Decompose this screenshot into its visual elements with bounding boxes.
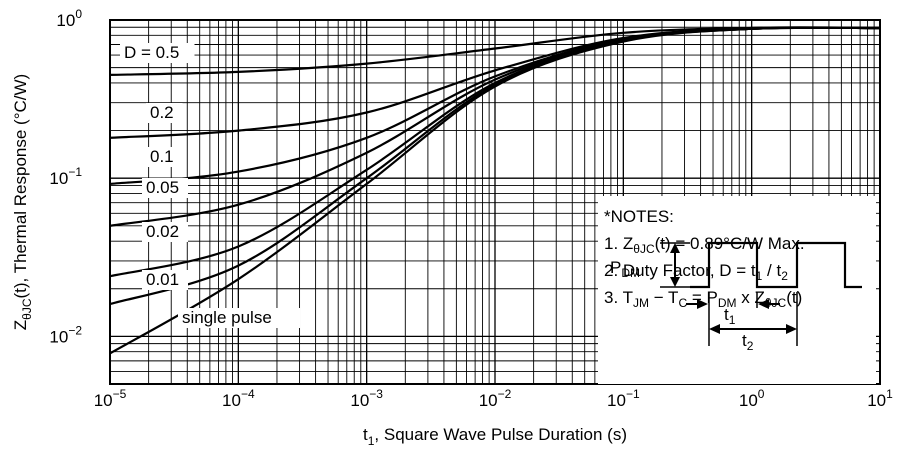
series-label-bg	[178, 308, 300, 328]
t2-arrow-left-head	[709, 324, 720, 334]
series-label: 0.05	[146, 178, 179, 197]
t2-label: t2	[742, 331, 754, 353]
y-tick-label: 100	[56, 7, 82, 30]
series-label-bg	[142, 222, 188, 242]
notes-background	[598, 196, 876, 384]
series-label: 0.02	[146, 222, 179, 241]
series-label: 0.01	[146, 270, 179, 289]
series-line-6	[109, 26, 881, 355]
y-tick-labels: 10−2 10−1 100	[49, 7, 82, 346]
pdm-arrow-up	[670, 243, 680, 253]
x-tick-label: 10−5	[94, 387, 127, 410]
series-label-bg	[120, 43, 195, 63]
series-label: single pulse	[182, 308, 272, 327]
plot-frame	[109, 19, 881, 385]
pulse-waveform	[690, 241, 862, 289]
notes-title: *NOTES:	[604, 207, 674, 226]
series-label-bg	[146, 147, 183, 167]
series-label-bg	[142, 178, 188, 198]
x-tick-label: 10−4	[222, 387, 255, 410]
x-tick-label: 10−3	[350, 387, 383, 410]
notes-box: *NOTES: 1. ZθJC(t) = 0.89°C/W Max. 2. Du…	[598, 196, 876, 384]
note-2: 2. Duty Factor, D = t1 / t2	[604, 261, 788, 283]
series-label: D = 0.5	[124, 43, 179, 62]
t1-label: t1	[724, 305, 736, 327]
x-tick-labels: 10−5 10−4 10−3 10−2 10−1 100 101	[94, 387, 893, 410]
t1-arrow-right-head	[758, 299, 769, 309]
series-label: 0.2	[150, 103, 174, 122]
pdm-label: PDM	[610, 258, 640, 280]
x-tick-label: 10−1	[607, 387, 640, 410]
x-tick-label: 100	[739, 387, 765, 410]
pdm-arrow-down	[670, 277, 680, 287]
t2-arrow-right-head	[786, 324, 797, 334]
y-tick-label: 10−2	[49, 323, 82, 346]
x-axis-label: t1, Square Wave Pulse Duration (s)	[363, 425, 627, 448]
series-group	[109, 26, 881, 355]
x-tick-label: 101	[867, 387, 893, 410]
series-label: 0.1	[150, 147, 174, 166]
series-label-bg	[142, 270, 188, 290]
t1-arrow-left-head	[697, 299, 708, 309]
x-tick-label: 10−2	[479, 387, 512, 410]
y-tick-label: 10−1	[49, 165, 82, 188]
series-label-bg	[146, 103, 183, 123]
y-axis-label: ZθJC(t), Thermal Response (°C/W)	[11, 74, 34, 330]
